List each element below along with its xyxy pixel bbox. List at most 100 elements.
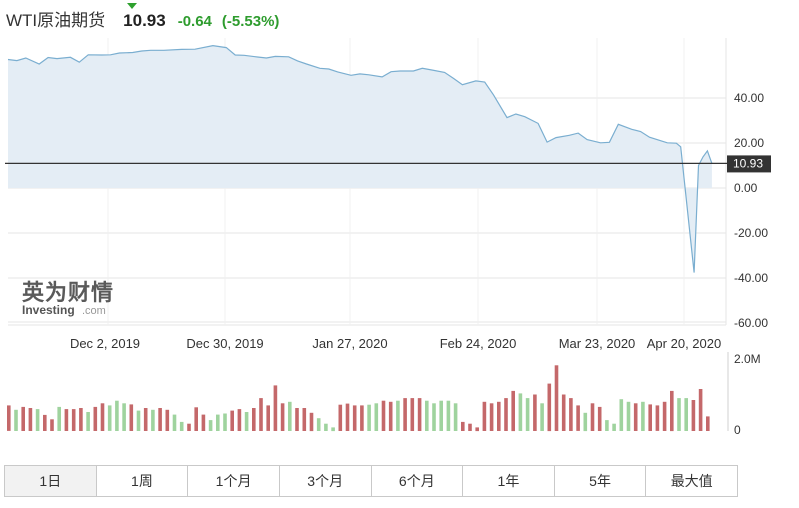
- x-axis-labels: Dec 2, 2019 Dec 30, 2019 Jan 27, 2020 Feb 2…: [70, 336, 721, 351]
- volume-bar: [684, 398, 688, 431]
- volume-bar: [151, 409, 155, 431]
- instrument-name: WTI原油期货: [6, 11, 106, 30]
- x-tick-label: Feb 24, 2020: [440, 336, 517, 351]
- volume-bar: [187, 423, 191, 431]
- volume-bar: [324, 423, 328, 431]
- volume-bar: [453, 403, 458, 431]
- volume-bar: [194, 407, 198, 431]
- logo-en-text: Investing: [22, 303, 75, 317]
- tab-5y[interactable]: 5年: [555, 466, 647, 496]
- volume-bar: [677, 398, 681, 431]
- timeframe-tabs: 1日 1周 1个月 3个月 6个月 1年 5年 最大值: [4, 465, 738, 497]
- volume-bar: [79, 408, 83, 431]
- volume-bar: [208, 420, 213, 431]
- volume-bar: [273, 385, 278, 431]
- volume-bar: [641, 401, 645, 431]
- investing-logo: 英为财情 Investing .com: [22, 280, 114, 317]
- volume-bar: [244, 412, 249, 431]
- volume-bar: [670, 390, 674, 432]
- tab-1d[interactable]: 1日: [5, 466, 97, 496]
- volume-bar: [547, 383, 552, 432]
- volume-bar: [619, 399, 624, 431]
- volume-bar: [561, 394, 566, 431]
- volume-bar: [71, 409, 76, 431]
- last-price: 10.93: [123, 11, 166, 30]
- price-area-fill: [8, 45, 712, 273]
- x-tick-label: Dec 30, 2019: [186, 336, 263, 351]
- volume-bar: [590, 403, 595, 431]
- volume-bar: [129, 404, 134, 431]
- volume-bar: [57, 406, 61, 431]
- volume-bar: [237, 409, 242, 431]
- volume-bar: [172, 414, 177, 431]
- volume-bar: [302, 408, 307, 431]
- volume-bar: [338, 404, 343, 431]
- volume-bar: [475, 427, 479, 432]
- volume-bar: [633, 403, 638, 431]
- volume-bar: [388, 401, 393, 431]
- volume-bar: [345, 403, 350, 431]
- volume-bar: [158, 408, 162, 431]
- volume-bar: [179, 421, 184, 431]
- volume-bar: [569, 398, 573, 431]
- y-axis-labels: 40.00 20.00 0.00 -20.00 -40.00 -60.00: [734, 91, 768, 330]
- tab-max[interactable]: 最大值: [670, 473, 713, 489]
- volume-bar: [93, 406, 98, 431]
- volume-bar: [288, 401, 292, 431]
- volume-bar: [223, 413, 227, 431]
- volume-bar: [14, 409, 18, 431]
- x-tick-label: Apr 20, 2020: [647, 336, 721, 351]
- volume-bar: [410, 398, 415, 431]
- volume-bar: [367, 404, 371, 431]
- x-tick-label: Mar 23, 2020: [559, 336, 636, 351]
- volume-bar: [583, 412, 588, 432]
- volume-bar: [201, 414, 206, 431]
- volume-bar: [648, 404, 652, 431]
- down-arrow-icon: [127, 3, 137, 9]
- y-tick-label: -40.00: [734, 271, 768, 285]
- volume-bar: [446, 400, 451, 431]
- x-tick-label: Dec 2, 2019: [70, 336, 140, 351]
- volume-bar: [576, 405, 580, 431]
- volume-bar: [316, 418, 321, 431]
- volume-bar: [439, 400, 443, 431]
- volume-bar: [252, 408, 256, 431]
- volume-tick-label: 0: [734, 423, 741, 437]
- volume-bar: [489, 403, 494, 431]
- volume-bar: [7, 405, 11, 431]
- volume-bar: [511, 390, 515, 432]
- logo-cn-text: 英为财情: [22, 280, 114, 306]
- volume-tick-label: 2.0M: [734, 352, 761, 366]
- volume-bar: [698, 389, 703, 431]
- y-tick-label: 0.00: [734, 181, 758, 195]
- volume-bar: [35, 409, 40, 431]
- volume-bar: [28, 408, 33, 431]
- tab-1m[interactable]: 1个月: [188, 466, 280, 496]
- price-line: [7, 44, 713, 273]
- tab-1w[interactable]: 1周: [97, 466, 189, 496]
- current-price-tag-text: 10.93: [733, 156, 763, 170]
- volume-bar: [403, 398, 407, 431]
- volume-bar: [295, 408, 299, 431]
- volume-bar: [107, 405, 112, 431]
- y-tick-label: -60.00: [734, 316, 768, 330]
- tab-6m[interactable]: 6个月: [372, 466, 464, 496]
- volume-bar: [482, 401, 487, 431]
- volume-bar: [432, 403, 436, 431]
- volume-bar: [165, 409, 170, 431]
- tab-1y[interactable]: 1年: [463, 466, 555, 496]
- volume-bar: [115, 400, 119, 431]
- volume-bar: [230, 410, 234, 431]
- tab-3m[interactable]: 3个月: [280, 466, 372, 496]
- volume-bar: [280, 403, 285, 431]
- volume-bar: [396, 400, 400, 431]
- volume-bar: [706, 416, 710, 431]
- volume-bar: [504, 398, 508, 431]
- y-tick-label: 20.00: [734, 136, 764, 150]
- price-chart[interactable]: 40.00 20.00 0.00 -20.00 -40.00 -60.00 Dec 2, …: [0, 0, 799, 465]
- volume-bar: [374, 403, 379, 431]
- volume-bar: [360, 405, 364, 431]
- volume-bar: [605, 420, 609, 431]
- current-price-tag-bg: [727, 155, 771, 173]
- volume-bar: [352, 405, 357, 431]
